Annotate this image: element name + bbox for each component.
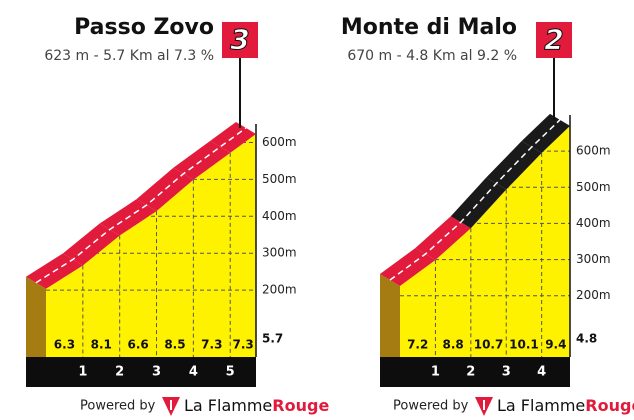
gradient-segment — [415, 216, 471, 261]
gradient-segment — [136, 167, 194, 212]
gradient-label: 8.1 — [91, 338, 112, 352]
length-label: 5.7 — [262, 332, 283, 346]
brand: La Flamme — [497, 396, 585, 415]
title: Passo Zovo — [74, 15, 214, 40]
gradient-label: 7.3 — [232, 338, 253, 352]
y-tick-label: 400m — [262, 209, 297, 223]
side-face — [380, 274, 400, 357]
length-label: 4.8 — [576, 332, 597, 346]
title: Monte di Malo — [341, 15, 517, 40]
x-tick-label: 4 — [537, 365, 546, 380]
x-tick-label: 2 — [115, 365, 124, 380]
x-tick-label: 5 — [226, 365, 235, 380]
y-tick-label: 400m — [576, 216, 611, 230]
flag — [222, 22, 258, 58]
brand-accent: Rouge — [272, 396, 329, 415]
y-tick-label: 200m — [576, 288, 611, 302]
gradient-segment — [486, 141, 542, 190]
front-face — [46, 133, 256, 357]
y-tick-label: 300m — [262, 246, 297, 260]
base-band — [26, 357, 256, 387]
gradient-label: 10.7 — [474, 338, 504, 352]
category: 3 — [230, 23, 249, 56]
gradient-label: 6.6 — [127, 338, 148, 352]
y-tick-label: 600m — [262, 135, 297, 149]
road-centerline — [35, 127, 247, 284]
x-tick-label: 1 — [78, 365, 87, 380]
gradient-label: 7.3 — [201, 338, 222, 352]
x-tick-label: 4 — [189, 365, 198, 380]
base-band — [380, 357, 570, 387]
gradient-label: 8.5 — [164, 338, 185, 352]
side-face — [26, 276, 46, 357]
gradient-label: 10.1 — [509, 338, 539, 352]
brand: La Flamme — [184, 396, 272, 415]
gradient-label: 8.8 — [442, 338, 463, 352]
y-tick-label: 200m — [262, 283, 297, 297]
y-tick-label: 600m — [576, 144, 611, 158]
road-centerline — [389, 119, 561, 281]
footer-brand: La FlammeRouge — [184, 396, 329, 415]
x-tick-label: 1 — [431, 365, 440, 380]
gradient-label: 9.4 — [545, 338, 566, 352]
x-tick-label: 3 — [152, 365, 161, 380]
x-tick-label: 2 — [466, 365, 475, 380]
flag — [536, 22, 572, 58]
footer-prefix: Powered by — [80, 399, 156, 414]
front-face — [400, 125, 570, 357]
y-tick-label: 500m — [262, 172, 297, 186]
y-tick-label: 500m — [576, 180, 611, 194]
subtitle: 623 m - 5.7 Km al 7.3 % — [44, 48, 214, 64]
subtitle: 670 m - 4.8 Km al 9.2 % — [347, 48, 517, 64]
category: 2 — [544, 23, 563, 56]
brand-accent: Rouge — [585, 396, 634, 415]
gradient-segment — [450, 177, 507, 229]
footer-brand: La FlammeRouge — [497, 396, 634, 415]
footer-prefix: Powered by — [393, 399, 469, 414]
gradient-label: 7.2 — [407, 338, 428, 352]
x-tick-label: 3 — [502, 365, 511, 380]
gradient-segment — [62, 223, 120, 266]
gradient-label: 6.3 — [54, 338, 75, 352]
y-tick-label: 300m — [576, 252, 611, 266]
